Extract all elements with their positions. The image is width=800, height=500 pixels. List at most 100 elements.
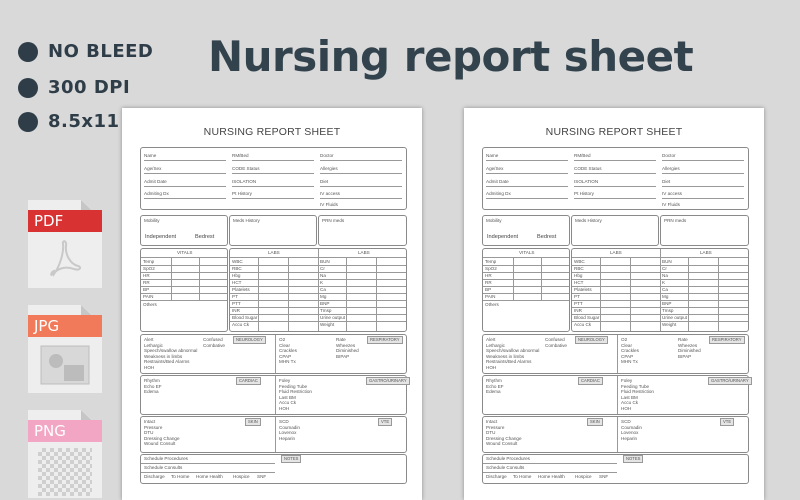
page-title: Nursing report sheet <box>208 32 694 81</box>
prn-meds-box: PRN meds <box>318 215 407 246</box>
lab-label: Hbg <box>232 273 241 278</box>
labs-header: LABS <box>358 250 370 255</box>
discharge-item: Discharge <box>144 474 165 479</box>
discharge-item: Home Health <box>196 474 223 479</box>
vital-label: HR <box>143 273 150 278</box>
resp-item: Wheezes <box>336 342 356 348</box>
vital-label: Temp <box>485 259 497 264</box>
resp-item: Rate <box>336 337 346 342</box>
neuro-item: HOH <box>486 364 497 370</box>
mobility-box: Mobility Independent Bedrest <box>482 215 570 246</box>
gastro-tag: GASTRO/URINARY <box>708 377 752 385</box>
skin-item: DTU <box>486 430 496 435</box>
respiratory-tag: RESPIRATORY <box>709 336 745 344</box>
schedule-item: Schedule Procedures <box>144 456 188 461</box>
lab-label: Weight <box>320 322 335 327</box>
lab-label: Hbg <box>574 273 583 278</box>
vitals-header: VITALS <box>519 250 535 255</box>
lab-label: Urine output <box>662 315 688 320</box>
gi-item: Fluid Restriction <box>621 389 654 394</box>
resp-item: CPAP <box>621 353 634 359</box>
vte-tag: VTE <box>720 418 735 426</box>
lab-label: RBC <box>574 266 584 271</box>
lab-label: BNP <box>662 301 672 306</box>
neuro-item: Confused <box>203 337 223 342</box>
lab-label: Platelets <box>574 287 592 292</box>
resp-item: MHN Tx <box>621 359 638 364</box>
lab-label: Mg <box>320 294 327 299</box>
resp-item: Diminished <box>336 348 359 353</box>
lab-label: Accu Ck <box>232 322 250 327</box>
field-label: RM/Bed <box>232 153 249 158</box>
vitals-box: VITALS Temp SpO2 HR RR BP PAIN Others <box>140 248 228 332</box>
lab-label: Blood Sugar <box>232 315 258 320</box>
resp-item: Crackles <box>621 348 639 353</box>
discharge-item: To Home <box>171 474 190 479</box>
cardiac-tag: CARDIAC <box>236 377 261 385</box>
field-label: ISOLATION <box>232 179 257 184</box>
lab-label: RBC <box>232 266 242 271</box>
feature-size: 8.5x11 <box>18 111 120 132</box>
neuro-item: Restraints/Bed Alarms <box>486 359 532 364</box>
lab-label: WBC <box>574 259 585 264</box>
labs-header: LABS <box>700 250 712 255</box>
vte-item: SCD <box>621 419 631 424</box>
resp-item: CPAP <box>279 353 292 359</box>
report-sheet-right: NURSING REPORT SHEET Name Age/Sex Admit … <box>464 108 764 500</box>
skin-item: Pressure <box>144 424 163 430</box>
discharge-item: Home Health <box>538 474 565 479</box>
cardiac-tag: CARDIAC <box>578 377 603 385</box>
lab-label: K <box>320 280 324 285</box>
skin-item: Wound Consult <box>144 441 176 446</box>
lab-label: Cr <box>320 266 325 271</box>
lab-label: HCT <box>574 280 584 285</box>
cardiac-gastro-box: CARDIAC GASTRO/URINARY Rhythm Echo EF Ed… <box>140 375 410 415</box>
gi-item: Feeding Tube <box>621 383 650 389</box>
neurology-tag: NEUROLOGY <box>233 336 266 344</box>
neuro-item: Restraints/Bed Alarms <box>144 359 190 364</box>
lab-label: BNP <box>320 301 330 306</box>
vte-tag: VTE <box>378 418 393 426</box>
gastro-tag: GASTRO/URINARY <box>366 377 410 385</box>
neuro-resp-box: NEUROLOGY RESPIRATORY Alert Lethargic Sp… <box>140 334 407 374</box>
schedule-item: Schedule Consults <box>144 465 183 470</box>
cardiac-item: Edema <box>486 389 501 394</box>
feature-no-bleed: NO BLEED <box>18 41 153 62</box>
resp-item: O2 <box>279 337 286 342</box>
lab-label: PTT <box>574 301 583 306</box>
neuro-item: Combative <box>545 342 567 348</box>
vte-item: Heparin <box>621 435 638 441</box>
field-label: Diet <box>320 179 329 184</box>
field-label: Age/Sex <box>486 166 504 171</box>
gi-item: Accu Ck <box>279 400 297 405</box>
mobility-label: Mobility <box>486 218 502 223</box>
resp-item: Diminished <box>678 348 701 353</box>
cardiac-item: Rhythm <box>144 378 160 383</box>
field-label: IV Fluids <box>320 202 338 207</box>
vte-item: Coumadin <box>621 424 642 430</box>
vital-label: BP <box>143 287 150 292</box>
mobility-option: Independent <box>145 234 177 240</box>
resp-item: Crackles <box>279 348 297 353</box>
field-label: Admit Date <box>486 179 509 184</box>
feature-label: NO BLEED <box>48 41 154 62</box>
field-label: Doctor <box>320 153 334 158</box>
schedule-item: Schedule Procedures <box>486 456 530 461</box>
vte-item: Lovenox <box>621 430 639 435</box>
meds-history-label: Meds History <box>233 218 260 223</box>
skin-tag: SKIN <box>245 418 261 426</box>
skin-item: Pressure <box>486 424 505 430</box>
vital-label: PAIN <box>485 294 496 299</box>
mobility-option: Bedrest <box>195 234 215 240</box>
field-label: IV access <box>320 191 340 196</box>
skin-item: Dressing Change <box>144 435 180 441</box>
vitals-box: VITALS Temp SpO2 HR RR BP PAIN Others <box>482 248 570 332</box>
lab-label: WBC <box>232 259 243 264</box>
resp-item: Rate <box>678 337 688 342</box>
labs-box: LABS LABS WBC RBC Hbg HCT Platelets PT P… <box>571 248 749 332</box>
field-label: Doctor <box>662 153 676 158</box>
feature-label: 8.5x11 <box>48 111 120 132</box>
lab-label: Tmsp <box>662 308 674 313</box>
resp-item: Wheezes <box>678 342 698 348</box>
jpg-file-icon: JPG <box>28 305 102 393</box>
